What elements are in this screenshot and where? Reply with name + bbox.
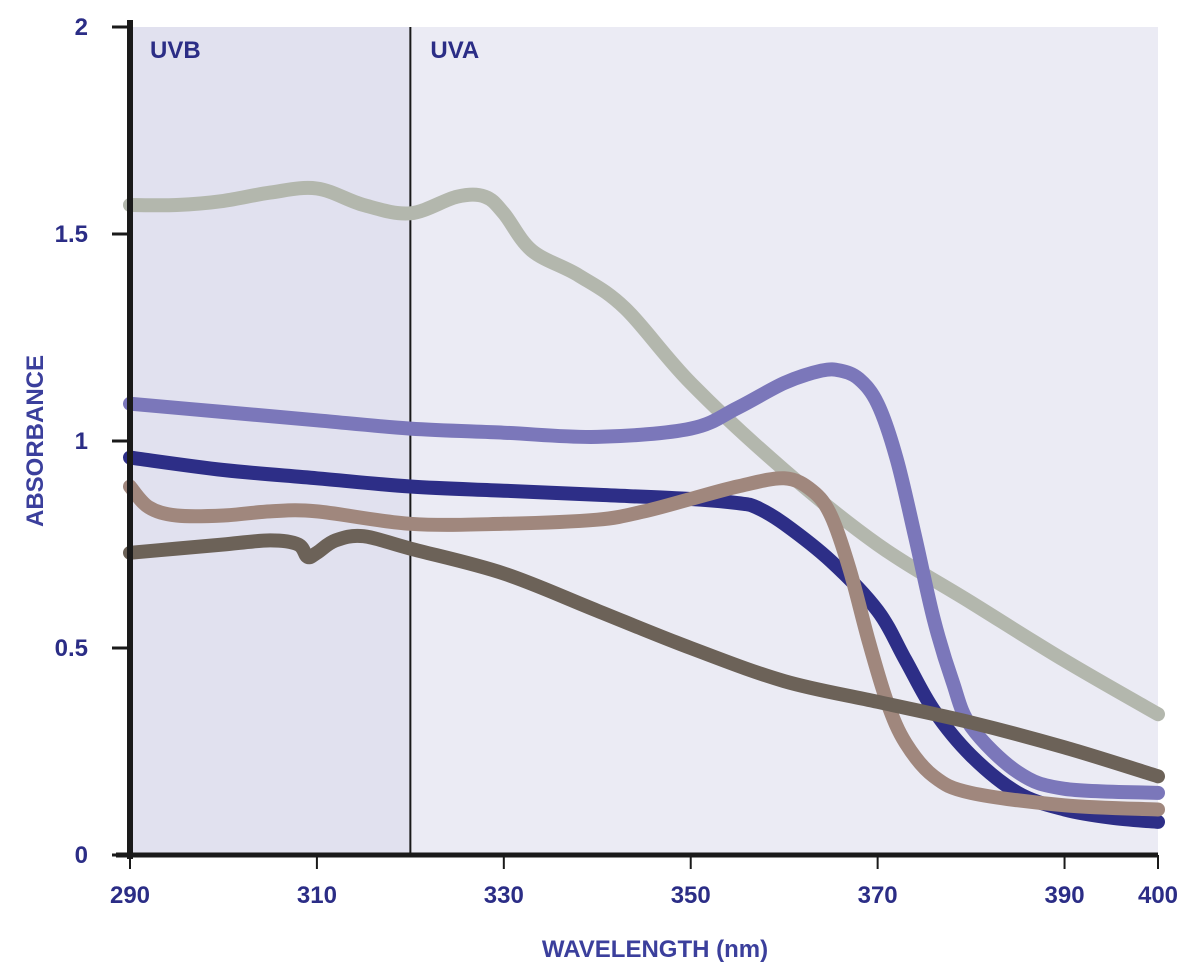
x-tick-label: 290 [110,882,150,909]
x-tick-label: 310 [297,882,337,909]
region-label-uvb: UVB [150,37,201,64]
y-axis-title: ABSORBANCE [22,355,49,527]
region-uva [410,27,1158,855]
region-uvb [130,27,411,855]
series-line-3 [123,450,1165,829]
x-tick-label: 350 [671,882,711,909]
labels-layer: UVB UVA 0 0.5 1 1.5 2 290 310 330 350 370 390 400 WAVE… [22,14,1178,963]
x-tick-label: 390 [1045,882,1085,909]
y-tick-label: 1.5 [55,221,88,248]
y-tick-label: 0 [75,842,88,869]
x-tick-label: 330 [484,882,524,909]
region-label-uva: UVA [430,37,479,64]
series-line-5 [123,528,1165,784]
series-line-2 [123,362,1165,800]
axes-layer [112,20,1159,869]
y-tick-label: 1 [75,428,88,455]
series-line-4 [123,471,1165,817]
series-layer [123,180,1165,829]
x-tick-label: 400 [1138,882,1178,909]
y-tick-label: 0.5 [55,635,88,662]
x-axis-title: WAVELENGTH (nm) [542,936,768,963]
x-tick-label: 370 [858,882,898,909]
y-tick-label: 2 [75,14,88,41]
